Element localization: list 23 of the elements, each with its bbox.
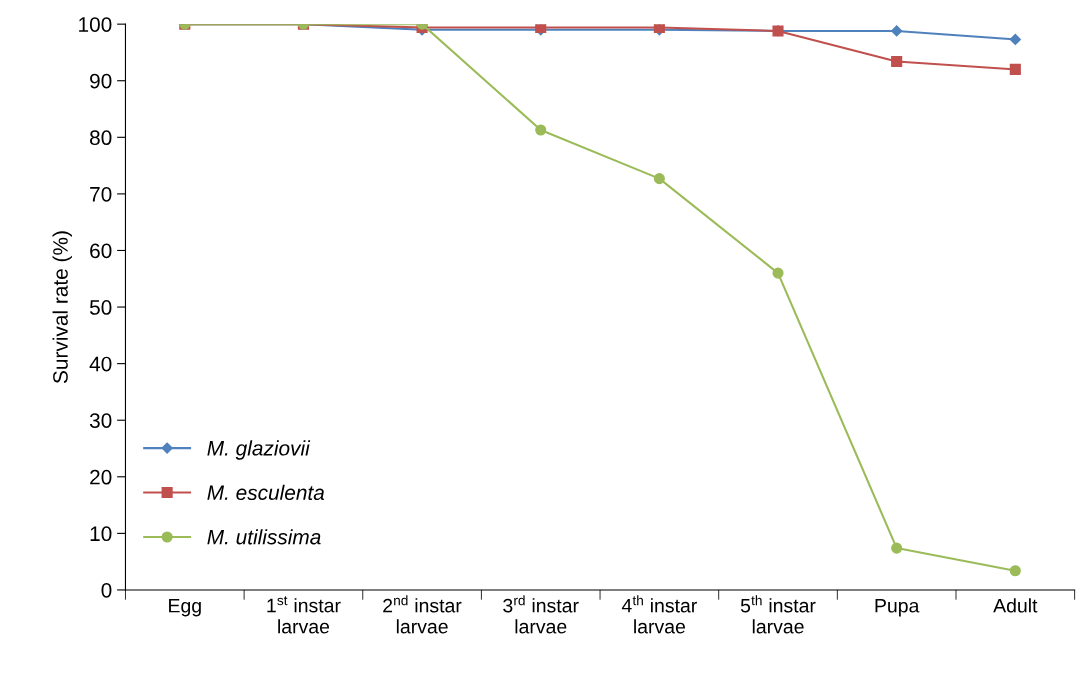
y-tick-label: 30 — [89, 413, 112, 428]
x-tick-label: 4$^{th}$ instar larvae — [621, 595, 697, 634]
y-tick-label: 50 — [89, 300, 112, 315]
x-tick-label: Adult — [993, 598, 1038, 613]
y-tick-label: 40 — [89, 356, 112, 372]
x-tick-label: 2$^{nd}$ instar larvae — [383, 595, 462, 634]
y-tick-label: 10 — [90, 526, 112, 542]
legend-label: M. esculenta — [207, 484, 325, 501]
x-tick-label: Egg — [169, 599, 201, 617]
legend-label: M. glaziovii — [207, 440, 311, 460]
x-tick-label: 5$^{th}$ instar larvae — [740, 595, 816, 634]
y-tick-label: 0 — [101, 582, 112, 598]
y-tick-label: 90 — [90, 73, 112, 89]
y-tick-label: 20 — [90, 469, 112, 485]
y-tick-label: 80 — [90, 130, 112, 146]
x-tick-label: Pupa — [875, 599, 920, 617]
x-tick-label: 1$^{st}$ instar larvae — [267, 596, 341, 634]
legend-label: M. utilissima — [207, 529, 321, 545]
y-tick-label: 60 — [90, 243, 112, 259]
y-axis-title: Survival rate (%) — [52, 231, 72, 384]
y-tick-label: 100 — [79, 17, 112, 32]
x-tick-label: 3$^{rd}$ instar larvae — [503, 595, 579, 634]
y-tick-label: 70 — [90, 186, 112, 202]
